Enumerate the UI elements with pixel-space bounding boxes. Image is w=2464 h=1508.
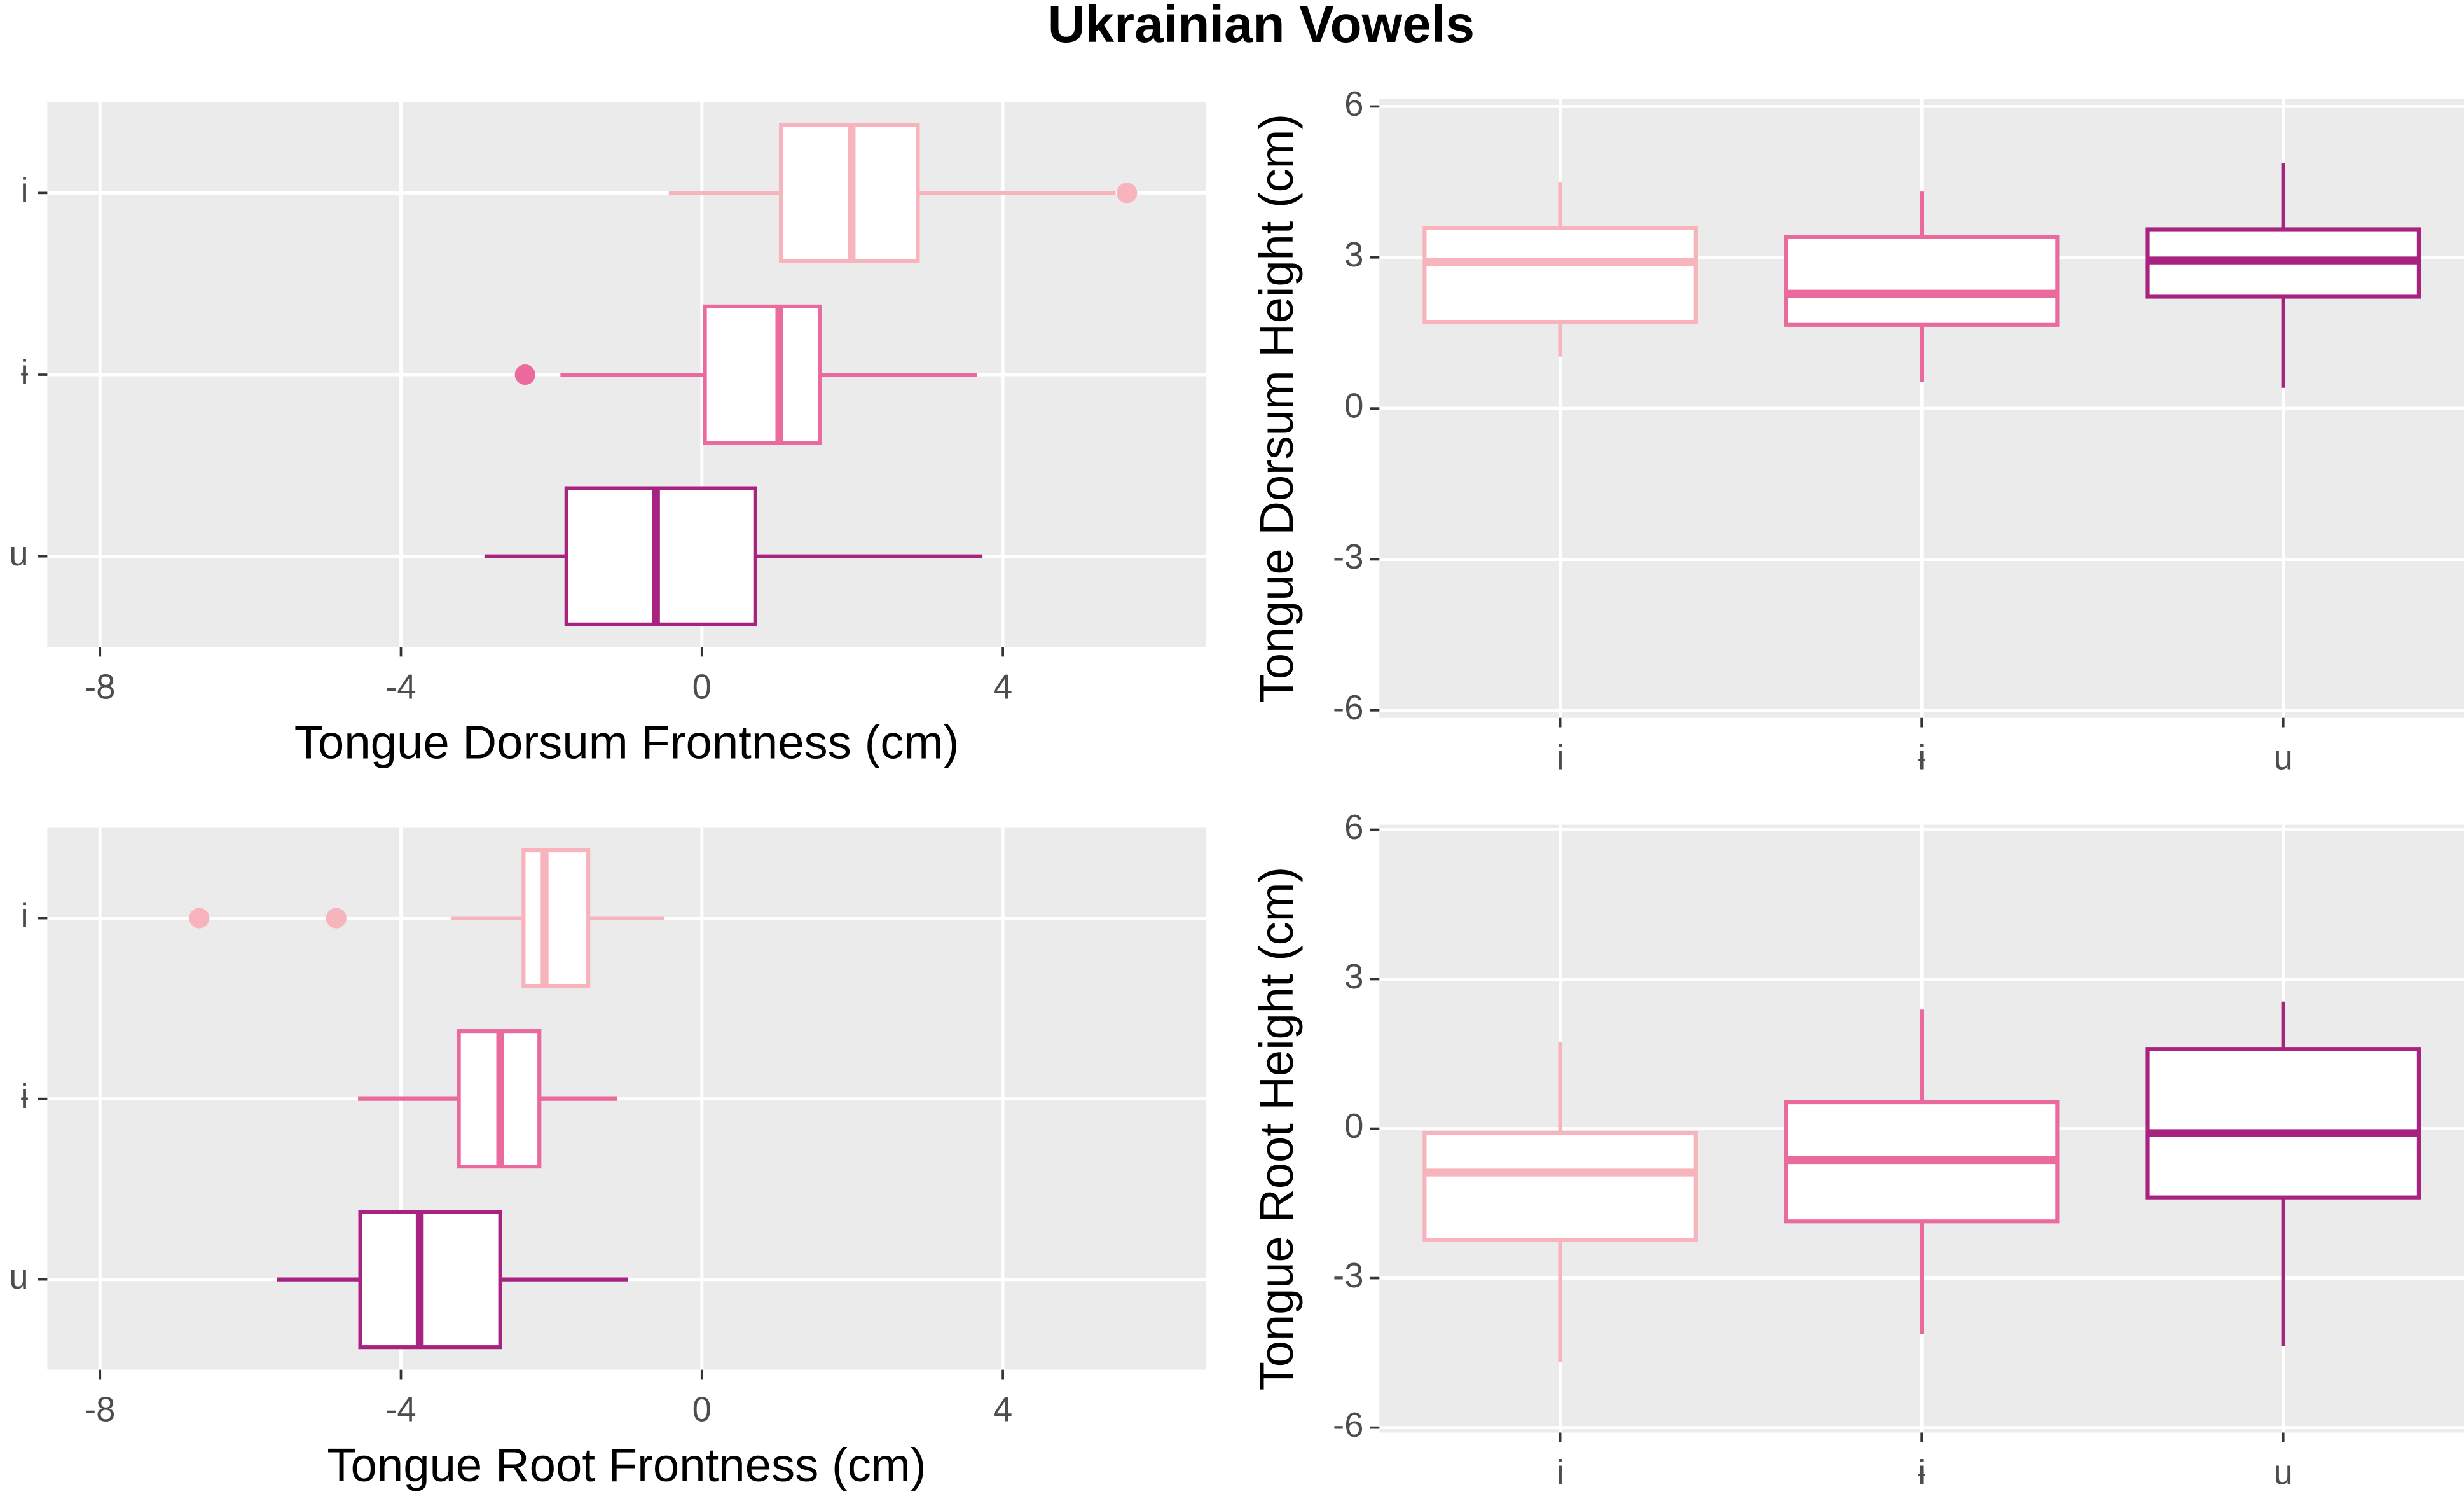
x-tick-label: u	[2274, 1453, 2293, 1492]
y-tick-label: -3	[1333, 537, 1363, 576]
box	[564, 486, 757, 626]
x-tick-label: -4	[385, 1390, 416, 1429]
y-tick-label: 6	[1344, 85, 1363, 123]
box	[1422, 1131, 1698, 1242]
x-tick-label: -4	[385, 668, 416, 707]
panel: -8 -4 0 4 i ɨ u Tongue Root Frontness (cm)	[9, 827, 1206, 1491]
x-tick-label: i	[1557, 738, 1564, 777]
panel: -6 -3 0 3 6 i ɨ u Tongue Dorsum Height (cm)	[1250, 85, 2464, 777]
panel: -6 -3 0 3 6 i ɨ u Tongue Root Height (cm)	[1250, 808, 2464, 1492]
y-tick-label: 0	[1344, 1107, 1363, 1145]
box	[1784, 235, 2060, 327]
y-tick-label: 0	[1344, 387, 1363, 425]
figure-title: Ukrainian Vowels	[1048, 0, 1475, 53]
box	[521, 848, 591, 988]
x-tick-label: ɨ	[1918, 738, 1925, 777]
x-axis-title: Tongue Root Frontness (cm)	[327, 1439, 926, 1491]
box	[703, 304, 822, 445]
y-tick-label: 6	[1344, 808, 1363, 847]
outlier	[326, 908, 347, 929]
x-tick-label: 4	[993, 668, 1012, 707]
x-tick-label: 0	[692, 1390, 712, 1429]
y-tick-label: 3	[1344, 957, 1363, 996]
outlier	[514, 364, 535, 385]
y-tick-label: i	[21, 171, 29, 210]
box	[1422, 226, 1698, 324]
y-tick-label: -6	[1333, 1406, 1363, 1444]
x-tick-label: u	[2274, 738, 2293, 777]
x-tick-label: i	[1557, 1453, 1564, 1492]
panel: -8 -4 0 4 i ɨ u Tongue Dorsum Frontness (cm)	[9, 102, 1206, 769]
y-tick-label: -3	[1333, 1256, 1363, 1295]
y-tick-label: u	[9, 534, 28, 573]
x-tick-label: 0	[692, 668, 712, 707]
y-tick-label: ɨ	[21, 352, 29, 391]
outlier	[1117, 183, 1138, 204]
x-tick-label: -8	[85, 1390, 115, 1429]
y-axis-title: Tongue Dorsum Height (cm)	[1250, 114, 1303, 703]
y-axis-title: Tongue Root Height (cm)	[1250, 867, 1303, 1390]
box	[2145, 1047, 2421, 1200]
x-tick-label: -8	[85, 668, 115, 707]
outlier	[189, 908, 210, 929]
y-tick-label: -6	[1333, 688, 1363, 727]
x-tick-label: ɨ	[1918, 1453, 1925, 1492]
box	[358, 1210, 502, 1350]
y-tick-label: 3	[1344, 235, 1363, 274]
x-axis-title: Tongue Dorsum Frontness (cm)	[294, 716, 960, 769]
y-tick-label: u	[9, 1257, 28, 1296]
x-tick-label: 4	[993, 1390, 1012, 1429]
y-tick-label: ɨ	[21, 1077, 29, 1116]
y-tick-label: i	[21, 896, 29, 935]
